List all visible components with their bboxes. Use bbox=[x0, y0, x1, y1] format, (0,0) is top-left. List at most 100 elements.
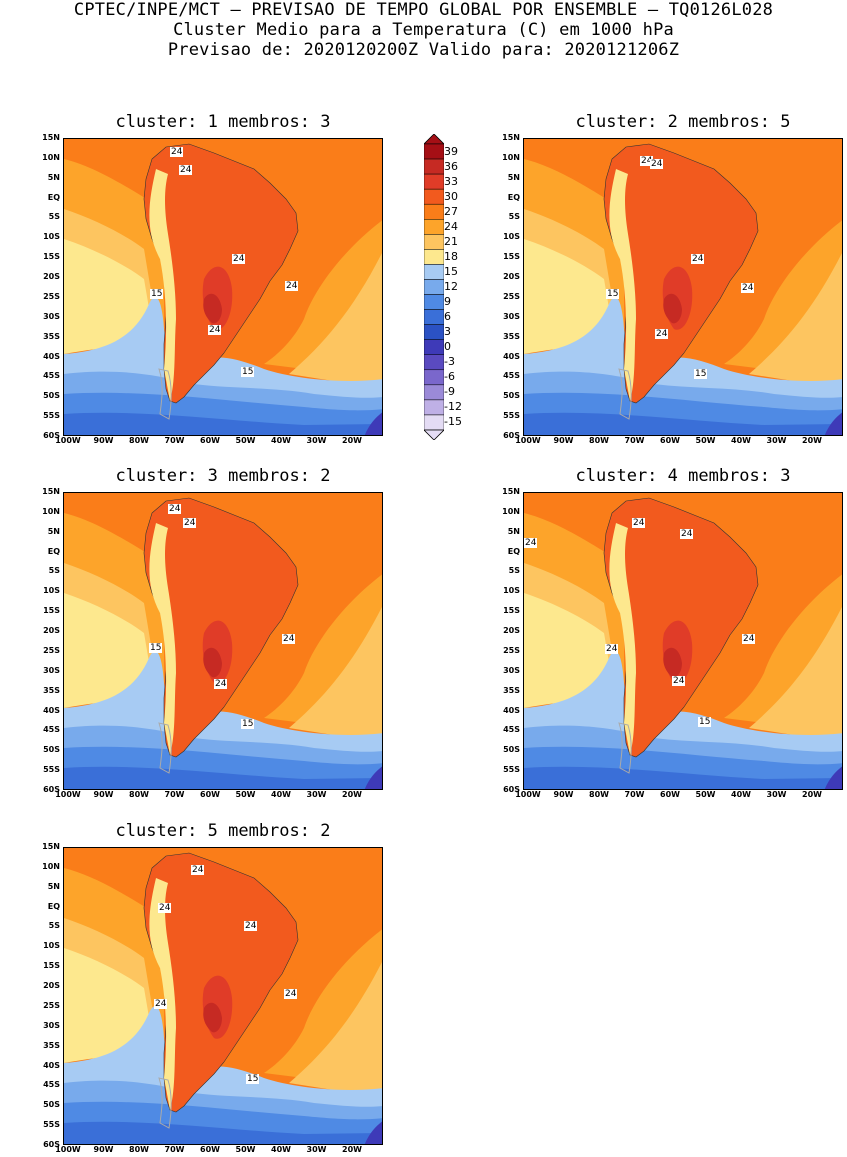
temperature-band bbox=[289, 606, 382, 743]
longitude-label: 40W bbox=[731, 436, 751, 445]
longitude-label: 70W bbox=[164, 436, 185, 445]
contour-label: 24 bbox=[524, 538, 538, 548]
latitude-label: 25S bbox=[43, 1000, 60, 1010]
latitude-label: EQ bbox=[507, 192, 520, 202]
longitude-label: 50W bbox=[235, 790, 256, 799]
latitude-label: 20S bbox=[503, 626, 520, 636]
latitude-label: 5S bbox=[508, 566, 520, 576]
contour-label: 24 bbox=[244, 921, 258, 931]
longitude-label: 60W bbox=[660, 790, 680, 799]
header-line-1: CPTEC/INPE/MCT – PREVISAO DE TEMPO GLOBA… bbox=[73, 0, 774, 20]
contour-label: 15 bbox=[241, 367, 255, 377]
colorbar-level-label: 12 bbox=[444, 280, 458, 293]
contour-label: 24 bbox=[680, 529, 694, 539]
latitude-label: 40S bbox=[503, 351, 520, 361]
contour-label: 24 bbox=[284, 989, 298, 999]
latitude-label: 5N bbox=[507, 526, 520, 536]
latitude-label: 35S bbox=[43, 331, 60, 341]
latitude-label: 20S bbox=[43, 981, 60, 991]
latitude-label: EQ bbox=[47, 192, 60, 202]
colorbar-top-arrow bbox=[424, 134, 444, 145]
colorbar-swatch bbox=[424, 173, 444, 190]
temperature-band bbox=[524, 412, 842, 435]
latitude-label: 5S bbox=[48, 212, 60, 222]
longitude-label: 40W bbox=[271, 1145, 291, 1154]
panel-title: cluster: 3 membros: 2 bbox=[115, 466, 331, 486]
colorbar-level-label: -9 bbox=[444, 385, 455, 399]
longitude-label: 70W bbox=[164, 1145, 185, 1154]
latitude-label: 40S bbox=[43, 351, 60, 361]
longitude-label: 90W bbox=[93, 436, 114, 445]
contour-label: 24 bbox=[232, 254, 246, 264]
longitude-label: 20W bbox=[342, 790, 362, 799]
colorbar-level-label: 6 bbox=[444, 310, 451, 324]
longitude-label: 90W bbox=[93, 790, 114, 799]
contour-label: 24 bbox=[650, 159, 664, 169]
colorbar-level-label: -6 bbox=[444, 370, 455, 384]
latitude-label: 60S bbox=[43, 431, 60, 440]
contour-label: 24 bbox=[154, 999, 168, 1009]
latitude-label: 30S bbox=[43, 311, 60, 321]
temperature-map: 24 24 24 24 24 15 15 bbox=[523, 138, 843, 436]
latitude-label: 5N bbox=[47, 881, 60, 891]
header-line-3: Previsao de: 2020120200Z Valido para: 20… bbox=[167, 40, 680, 60]
latitude-label: 10S bbox=[43, 586, 60, 596]
colorbar-swatch bbox=[424, 143, 444, 160]
longitude-label: 100W bbox=[55, 1145, 81, 1154]
temperature-band bbox=[749, 252, 842, 389]
temperature-field bbox=[524, 139, 842, 435]
colorbar-level-label: 15 bbox=[444, 264, 458, 278]
longitude-label: 70W bbox=[164, 790, 185, 799]
patagonia-coast bbox=[618, 368, 632, 420]
latitude-label: EQ bbox=[47, 901, 60, 911]
latitude-label: 55S bbox=[43, 1120, 60, 1130]
colorbar-level-label: 9 bbox=[444, 295, 451, 309]
longitude-label: 60W bbox=[660, 436, 680, 445]
longitude-label: 80W bbox=[589, 790, 609, 799]
longitude-label: 80W bbox=[589, 436, 609, 445]
colorbar-swatch bbox=[424, 158, 444, 175]
temperature-band bbox=[364, 1121, 382, 1144]
colorbar-swatch bbox=[424, 294, 444, 310]
longitude-label: 100W bbox=[55, 790, 81, 799]
temperature-band bbox=[364, 766, 382, 789]
colorbar-swatch bbox=[424, 203, 444, 220]
latitude-label: 10S bbox=[43, 232, 60, 242]
latitude-label: 55S bbox=[43, 765, 60, 775]
latitude-label: 45S bbox=[43, 725, 60, 735]
longitude-label: 80W bbox=[129, 1145, 149, 1154]
contour-label: 15 bbox=[246, 1074, 260, 1084]
colorbar-level-label: -3 bbox=[444, 355, 455, 369]
header-line-2: Cluster Medio para a Temperatura (C) em … bbox=[173, 20, 674, 40]
contour-label: 24 bbox=[741, 283, 755, 293]
latitude-label: 30S bbox=[43, 665, 60, 675]
temperature-band bbox=[64, 766, 382, 789]
colorbar-swatch bbox=[424, 414, 444, 431]
colorbar-swatch bbox=[424, 309, 444, 325]
contour-label: 15 bbox=[694, 369, 708, 379]
latitude-label: 55S bbox=[503, 411, 520, 421]
temperature-band bbox=[64, 239, 156, 354]
colorbar-swatch bbox=[424, 324, 444, 340]
contour-label: 24 bbox=[632, 518, 646, 528]
longitude-label: 50W bbox=[695, 790, 716, 799]
patagonia-coast bbox=[158, 368, 172, 420]
colorbar-level-label: 18 bbox=[444, 249, 458, 263]
temperature-map: 24 24 24 24 24 15 15 bbox=[63, 138, 383, 436]
latitude-label: 35S bbox=[503, 685, 520, 695]
longitude-label: 20W bbox=[342, 436, 362, 445]
panel-title: cluster: 2 membros: 5 bbox=[575, 112, 791, 132]
contour-label: 24 bbox=[158, 903, 172, 913]
latitude-label: 25S bbox=[43, 291, 60, 301]
latitude-label: 5N bbox=[47, 526, 60, 536]
colorbar-level-label: 0 bbox=[444, 340, 451, 354]
temperature-band bbox=[824, 412, 842, 435]
latitude-label: 10N bbox=[42, 152, 60, 162]
latitude-label: 5S bbox=[508, 212, 520, 222]
latitude-label: 45S bbox=[503, 371, 520, 381]
contour-label: 24 bbox=[191, 865, 205, 875]
latitude-label: 15S bbox=[503, 252, 520, 262]
contour-label: 24 bbox=[208, 325, 222, 335]
colorbar-swatch bbox=[424, 279, 444, 295]
colorbar: 39 36 33 30 27 24 21 18 15 12 9 6 3 0 -3 -6 -9 -12 -15 bbox=[424, 134, 464, 444]
